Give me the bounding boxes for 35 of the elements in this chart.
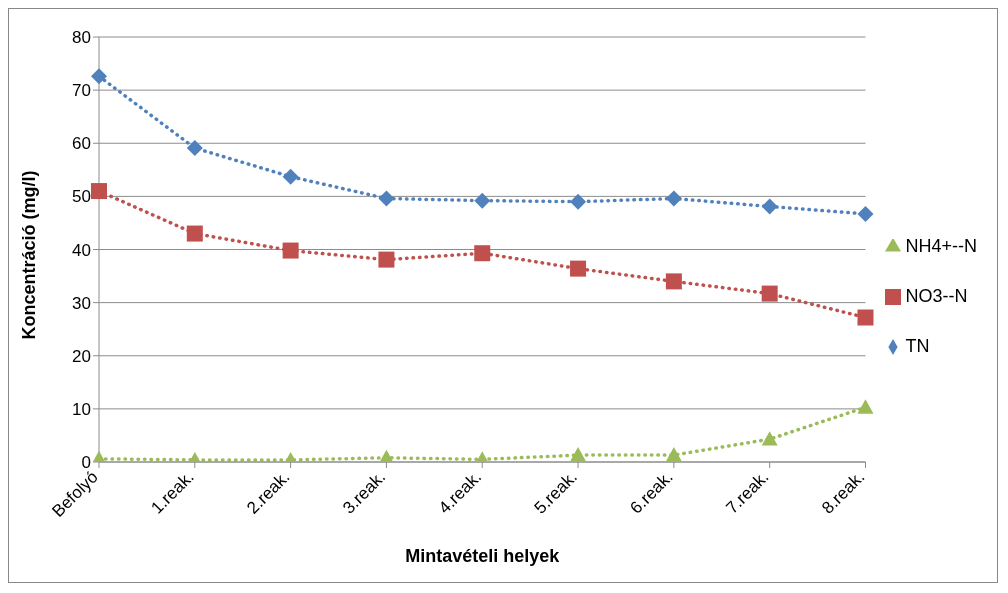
- point: [761, 198, 778, 215]
- point: [474, 192, 491, 209]
- x-axis-title: Mintavételi helyek: [405, 546, 561, 566]
- point: [186, 140, 203, 157]
- point: [570, 260, 587, 277]
- point: [378, 251, 395, 268]
- legend-label: TN: [905, 335, 930, 356]
- y-tick-label: 30: [72, 293, 91, 313]
- point: [282, 242, 299, 259]
- point: [665, 447, 682, 462]
- point: [186, 225, 203, 242]
- y-tick-label: 60: [72, 134, 91, 154]
- y-tick-label: 40: [72, 240, 91, 260]
- point: [857, 399, 874, 414]
- point: [665, 190, 682, 207]
- point: [474, 245, 491, 262]
- point: [378, 190, 395, 207]
- y-tick-label: 10: [72, 399, 91, 419]
- point: [857, 309, 874, 326]
- y-tick-label: 50: [72, 187, 91, 207]
- point: [761, 431, 778, 446]
- point: [761, 285, 778, 302]
- y-tick-label: 70: [72, 81, 91, 101]
- point: [570, 193, 587, 210]
- point: [91, 183, 107, 200]
- point: [665, 273, 682, 290]
- y-tick-label: 80: [72, 28, 91, 48]
- legend-label: NO3--N: [905, 285, 968, 306]
- point: [282, 168, 299, 185]
- y-axis-title: Koncentráció (mg/l): [19, 170, 40, 340]
- point: [570, 447, 587, 462]
- point: [857, 205, 874, 222]
- y-tick-label: 20: [72, 346, 91, 366]
- point: [91, 68, 107, 85]
- legend-label: NH4+--N: [905, 235, 977, 256]
